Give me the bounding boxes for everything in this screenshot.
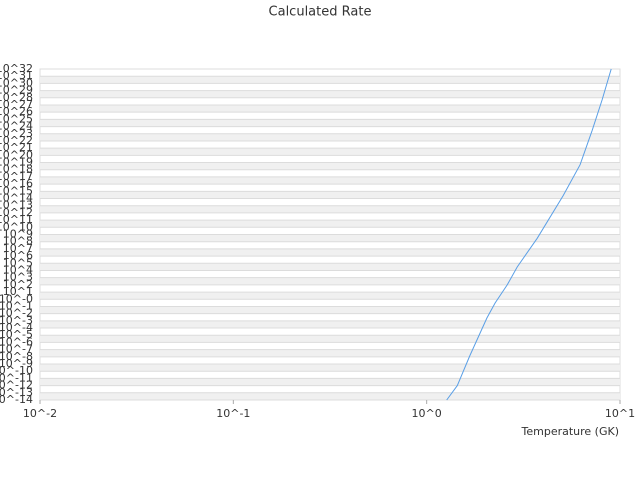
grid-band	[40, 220, 620, 228]
y-tick-label: 10^4	[3, 263, 33, 276]
x-axis-label: Temperature (GK)	[521, 425, 620, 438]
y-tick-label: 10^-0	[0, 292, 33, 305]
grid-band	[40, 292, 620, 300]
y-tick-label: 10^2	[3, 278, 33, 291]
grid-band	[40, 162, 620, 170]
y-tick-label: 10^7	[3, 242, 33, 255]
y-tick-label: 10^24	[0, 120, 33, 133]
y-tick-label: 10^31	[0, 69, 33, 82]
y-tick-label: 10^-6	[0, 335, 33, 348]
y-tick-label: 10^8	[3, 235, 33, 248]
y-tick-label: 10^20	[0, 148, 33, 161]
y-tick-label: 10^26	[0, 105, 33, 118]
y-tick-label: 10^13	[0, 199, 33, 212]
grid-band	[40, 335, 620, 343]
grid-band	[40, 320, 620, 329]
y-tick-label: 10^5	[3, 256, 33, 269]
y-tick-label: 10^6	[3, 249, 33, 262]
y-tick-label: 10^25	[0, 112, 33, 125]
y-tick-label: 10^-3	[0, 314, 33, 327]
grid-band	[40, 248, 620, 257]
grid-band	[40, 364, 620, 372]
y-tick-label: 10^-8	[0, 350, 33, 363]
y-tick-label: 10^19	[0, 156, 33, 169]
grid-band	[40, 205, 620, 213]
grid-band	[40, 148, 620, 156]
y-tick-label: 10^9	[3, 228, 33, 241]
y-tick-label: 10^29	[0, 84, 33, 97]
y-tick-label: 10^-9	[0, 357, 33, 370]
grid-band	[40, 104, 620, 113]
y-tick-label: 10^3	[3, 271, 33, 284]
y-tick-label: 10^16	[0, 177, 33, 190]
y-tick-label: 10^-13	[0, 386, 33, 399]
y-tick-label: 10^-4	[0, 321, 33, 334]
y-tick-label: 10^-14	[0, 393, 33, 406]
y-tick-label: 10^17	[0, 170, 33, 183]
grid-band	[40, 176, 620, 185]
y-tick-label: 10^1	[3, 285, 33, 298]
y-tick-label: 10^-1	[0, 299, 33, 312]
x-tick-label: 10^-1	[216, 407, 250, 420]
x-tick-label: 10^1	[605, 407, 635, 420]
y-tick-label: 10^15	[0, 184, 33, 197]
grid-band	[40, 378, 620, 386]
y-tick-label: 10^27	[0, 98, 33, 111]
grid-band	[40, 234, 620, 242]
y-tick-label: 10^30	[0, 76, 33, 89]
grid-band	[40, 306, 620, 314]
y-tick-label: 10^-7	[0, 343, 33, 356]
y-tick-label: 10^-12	[0, 379, 33, 392]
grid-band	[40, 277, 620, 285]
y-tick-label: 10^21	[0, 141, 33, 154]
y-tick-label: 10^-11	[0, 371, 33, 384]
grid-band	[40, 90, 620, 98]
grid-band	[40, 392, 620, 400]
y-tick-label: 10^-2	[0, 307, 33, 320]
y-tick-label: 10^11	[0, 213, 33, 226]
y-tick-label: 10^18	[0, 163, 33, 176]
y-tick-label: 10^22	[0, 134, 33, 147]
grid-band	[40, 191, 620, 199]
x-tick-label: 10^-2	[23, 407, 57, 420]
grid-band	[40, 76, 620, 84]
data-line	[446, 68, 612, 401]
chart-title: Calculated Rate	[269, 5, 372, 20]
y-tick-label: 10^14	[0, 192, 33, 205]
grid-band	[40, 263, 620, 271]
y-tick-label: 10^-5	[0, 328, 33, 341]
grid-band	[40, 119, 620, 127]
y-tick-label: 10^23	[0, 127, 33, 140]
x-tick-label: 10^0	[412, 407, 442, 420]
grid-band	[40, 349, 620, 357]
grid-band	[40, 133, 620, 141]
y-tick-label: 10^12	[0, 206, 33, 219]
y-tick-label: 10^-10	[0, 364, 33, 377]
y-tick-label: 10^32	[0, 62, 33, 75]
y-tick-label: 10^28	[0, 91, 33, 104]
y-tick-label: 10^10	[0, 220, 33, 233]
